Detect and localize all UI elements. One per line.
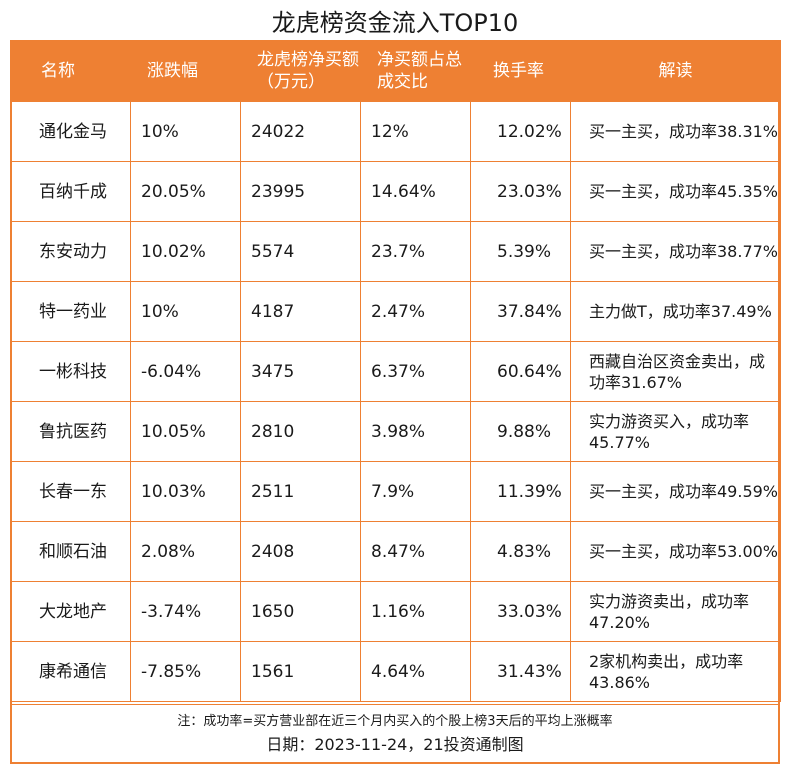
data-table: 名称 涨跌幅 龙虎榜净买额（万元） 净买额占总成交比 换手率 解读 通化金马 1… [10, 40, 781, 702]
change-cell: -3.74% [130, 581, 241, 642]
net-buy-cell: 3475 [240, 341, 361, 402]
ratio-cell: 7.9% [360, 461, 471, 522]
note-cell: 2家机构卖出，成功率43.86% [570, 641, 781, 702]
table-row: 特一药业 10% 4187 2.47% 37.84% 主力做T，成功率37.49… [10, 281, 781, 342]
net-buy-cell: 1561 [240, 641, 361, 702]
table-row: 大龙地产 -3.74% 1650 1.16% 33.03% 实力游资卖出，成功率… [10, 581, 781, 642]
net-buy-cell: 24022 [240, 101, 361, 162]
table-row: 和顺石油 2.08% 2408 8.47% 4.83% 买一主买，成功率53.0… [10, 521, 781, 582]
table-row: 东安动力 10.02% 5574 23.7% 5.39% 买一主买，成功率38.… [10, 221, 781, 282]
change-cell: -6.04% [130, 341, 241, 402]
column-header-note: 解读 [570, 40, 781, 102]
turnover-cell: 60.64% [470, 341, 571, 402]
turnover-cell: 9.88% [470, 401, 571, 462]
stock-name: 特一药业 [10, 281, 131, 342]
ratio-cell: 14.64% [360, 161, 471, 222]
stock-name: 百纳千成 [10, 161, 131, 222]
ratio-cell: 8.47% [360, 521, 471, 582]
footnote: 注：成功率=买方营业部在近三个月内买入的个股上榜3天后的平均上涨概率 [177, 714, 613, 729]
change-cell: 10.05% [130, 401, 241, 462]
net-buy-cell: 4187 [240, 281, 361, 342]
note-cell: 买一主买，成功率45.35% [570, 161, 781, 222]
change-cell: 10% [130, 101, 241, 162]
change-cell: -7.85% [130, 641, 241, 702]
ratio-cell: 23.7% [360, 221, 471, 282]
turnover-cell: 11.39% [470, 461, 571, 522]
note-cell: 买一主买，成功率38.31% [570, 101, 781, 162]
change-cell: 2.08% [130, 521, 241, 582]
stock-name: 东安动力 [10, 221, 131, 282]
column-header-turnover: 换手率 [470, 40, 571, 102]
date-credit: 日期：2023-11-24，21投资通制图 [266, 735, 524, 754]
turnover-cell: 4.83% [470, 521, 571, 582]
stock-name: 和顺石油 [10, 521, 131, 582]
column-header-change: 涨跌幅 [130, 40, 241, 102]
note-cell: 西藏自治区资金卖出，成功率31.67% [570, 341, 781, 402]
column-header-name: 名称 [10, 40, 131, 102]
stock-name: 鲁抗医药 [10, 401, 131, 462]
ratio-cell: 4.64% [360, 641, 471, 702]
turnover-cell: 5.39% [470, 221, 571, 282]
table-row: 鲁抗医药 10.05% 2810 3.98% 9.88% 实力游资买入，成功率4… [10, 401, 781, 462]
table-body: 通化金马 10% 24022 12% 12.02% 买一主买，成功率38.31%… [10, 101, 781, 702]
change-cell: 10% [130, 281, 241, 342]
turnover-cell: 31.43% [470, 641, 571, 702]
note-cell: 实力游资卖出，成功率47.20% [570, 581, 781, 642]
column-header-ratio: 净买额占总成交比 [360, 40, 471, 102]
ratio-cell: 2.47% [360, 281, 471, 342]
ratio-cell: 6.37% [360, 341, 471, 402]
table-row: 通化金马 10% 24022 12% 12.02% 买一主买，成功率38.31% [10, 101, 781, 162]
table-header-row: 名称 涨跌幅 龙虎榜净买额（万元） 净买额占总成交比 换手率 解读 [10, 40, 781, 102]
net-buy-cell: 23995 [240, 161, 361, 222]
table-row: 百纳千成 20.05% 23995 14.64% 23.03% 买一主买，成功率… [10, 161, 781, 222]
ratio-cell: 12% [360, 101, 471, 162]
net-buy-cell: 5574 [240, 221, 361, 282]
page-title: 龙虎榜资金流入TOP10 [271, 9, 519, 37]
table-footer: 注：成功率=买方营业部在近三个月内买入的个股上榜3天后的平均上涨概率 日期：20… [12, 704, 778, 763]
stock-name: 长春一东 [10, 461, 131, 522]
ratio-cell: 3.98% [360, 401, 471, 462]
ratio-cell: 1.16% [360, 581, 471, 642]
note-cell: 实力游资买入，成功率45.77% [570, 401, 781, 462]
stock-name: 一彬科技 [10, 341, 131, 402]
stock-name: 大龙地产 [10, 581, 131, 642]
net-buy-cell: 2408 [240, 521, 361, 582]
change-cell: 10.02% [130, 221, 241, 282]
change-cell: 10.03% [130, 461, 241, 522]
table-row: 一彬科技 -6.04% 3475 6.37% 60.64% 西藏自治区资金卖出，… [10, 341, 781, 402]
table-row: 康希通信 -7.85% 1561 4.64% 31.43% 2家机构卖出，成功率… [10, 641, 781, 702]
turnover-cell: 37.84% [470, 281, 571, 342]
column-header-net-buy: 龙虎榜净买额（万元） [240, 40, 361, 102]
net-buy-cell: 2511 [240, 461, 361, 522]
net-buy-cell: 1650 [240, 581, 361, 642]
turnover-cell: 12.02% [470, 101, 571, 162]
note-cell: 买一主买，成功率49.59% [570, 461, 781, 522]
net-buy-cell: 2810 [240, 401, 361, 462]
note-cell: 买一主买，成功率38.77% [570, 221, 781, 282]
turnover-cell: 33.03% [470, 581, 571, 642]
stock-name: 通化金马 [10, 101, 131, 162]
change-cell: 20.05% [130, 161, 241, 222]
note-cell: 买一主买，成功率53.00% [570, 521, 781, 582]
table-row: 长春一东 10.03% 2511 7.9% 11.39% 买一主买，成功率49.… [10, 461, 781, 522]
stock-name: 康希通信 [10, 641, 131, 702]
note-cell: 主力做T，成功率37.49% [570, 281, 781, 342]
turnover-cell: 23.03% [470, 161, 571, 222]
